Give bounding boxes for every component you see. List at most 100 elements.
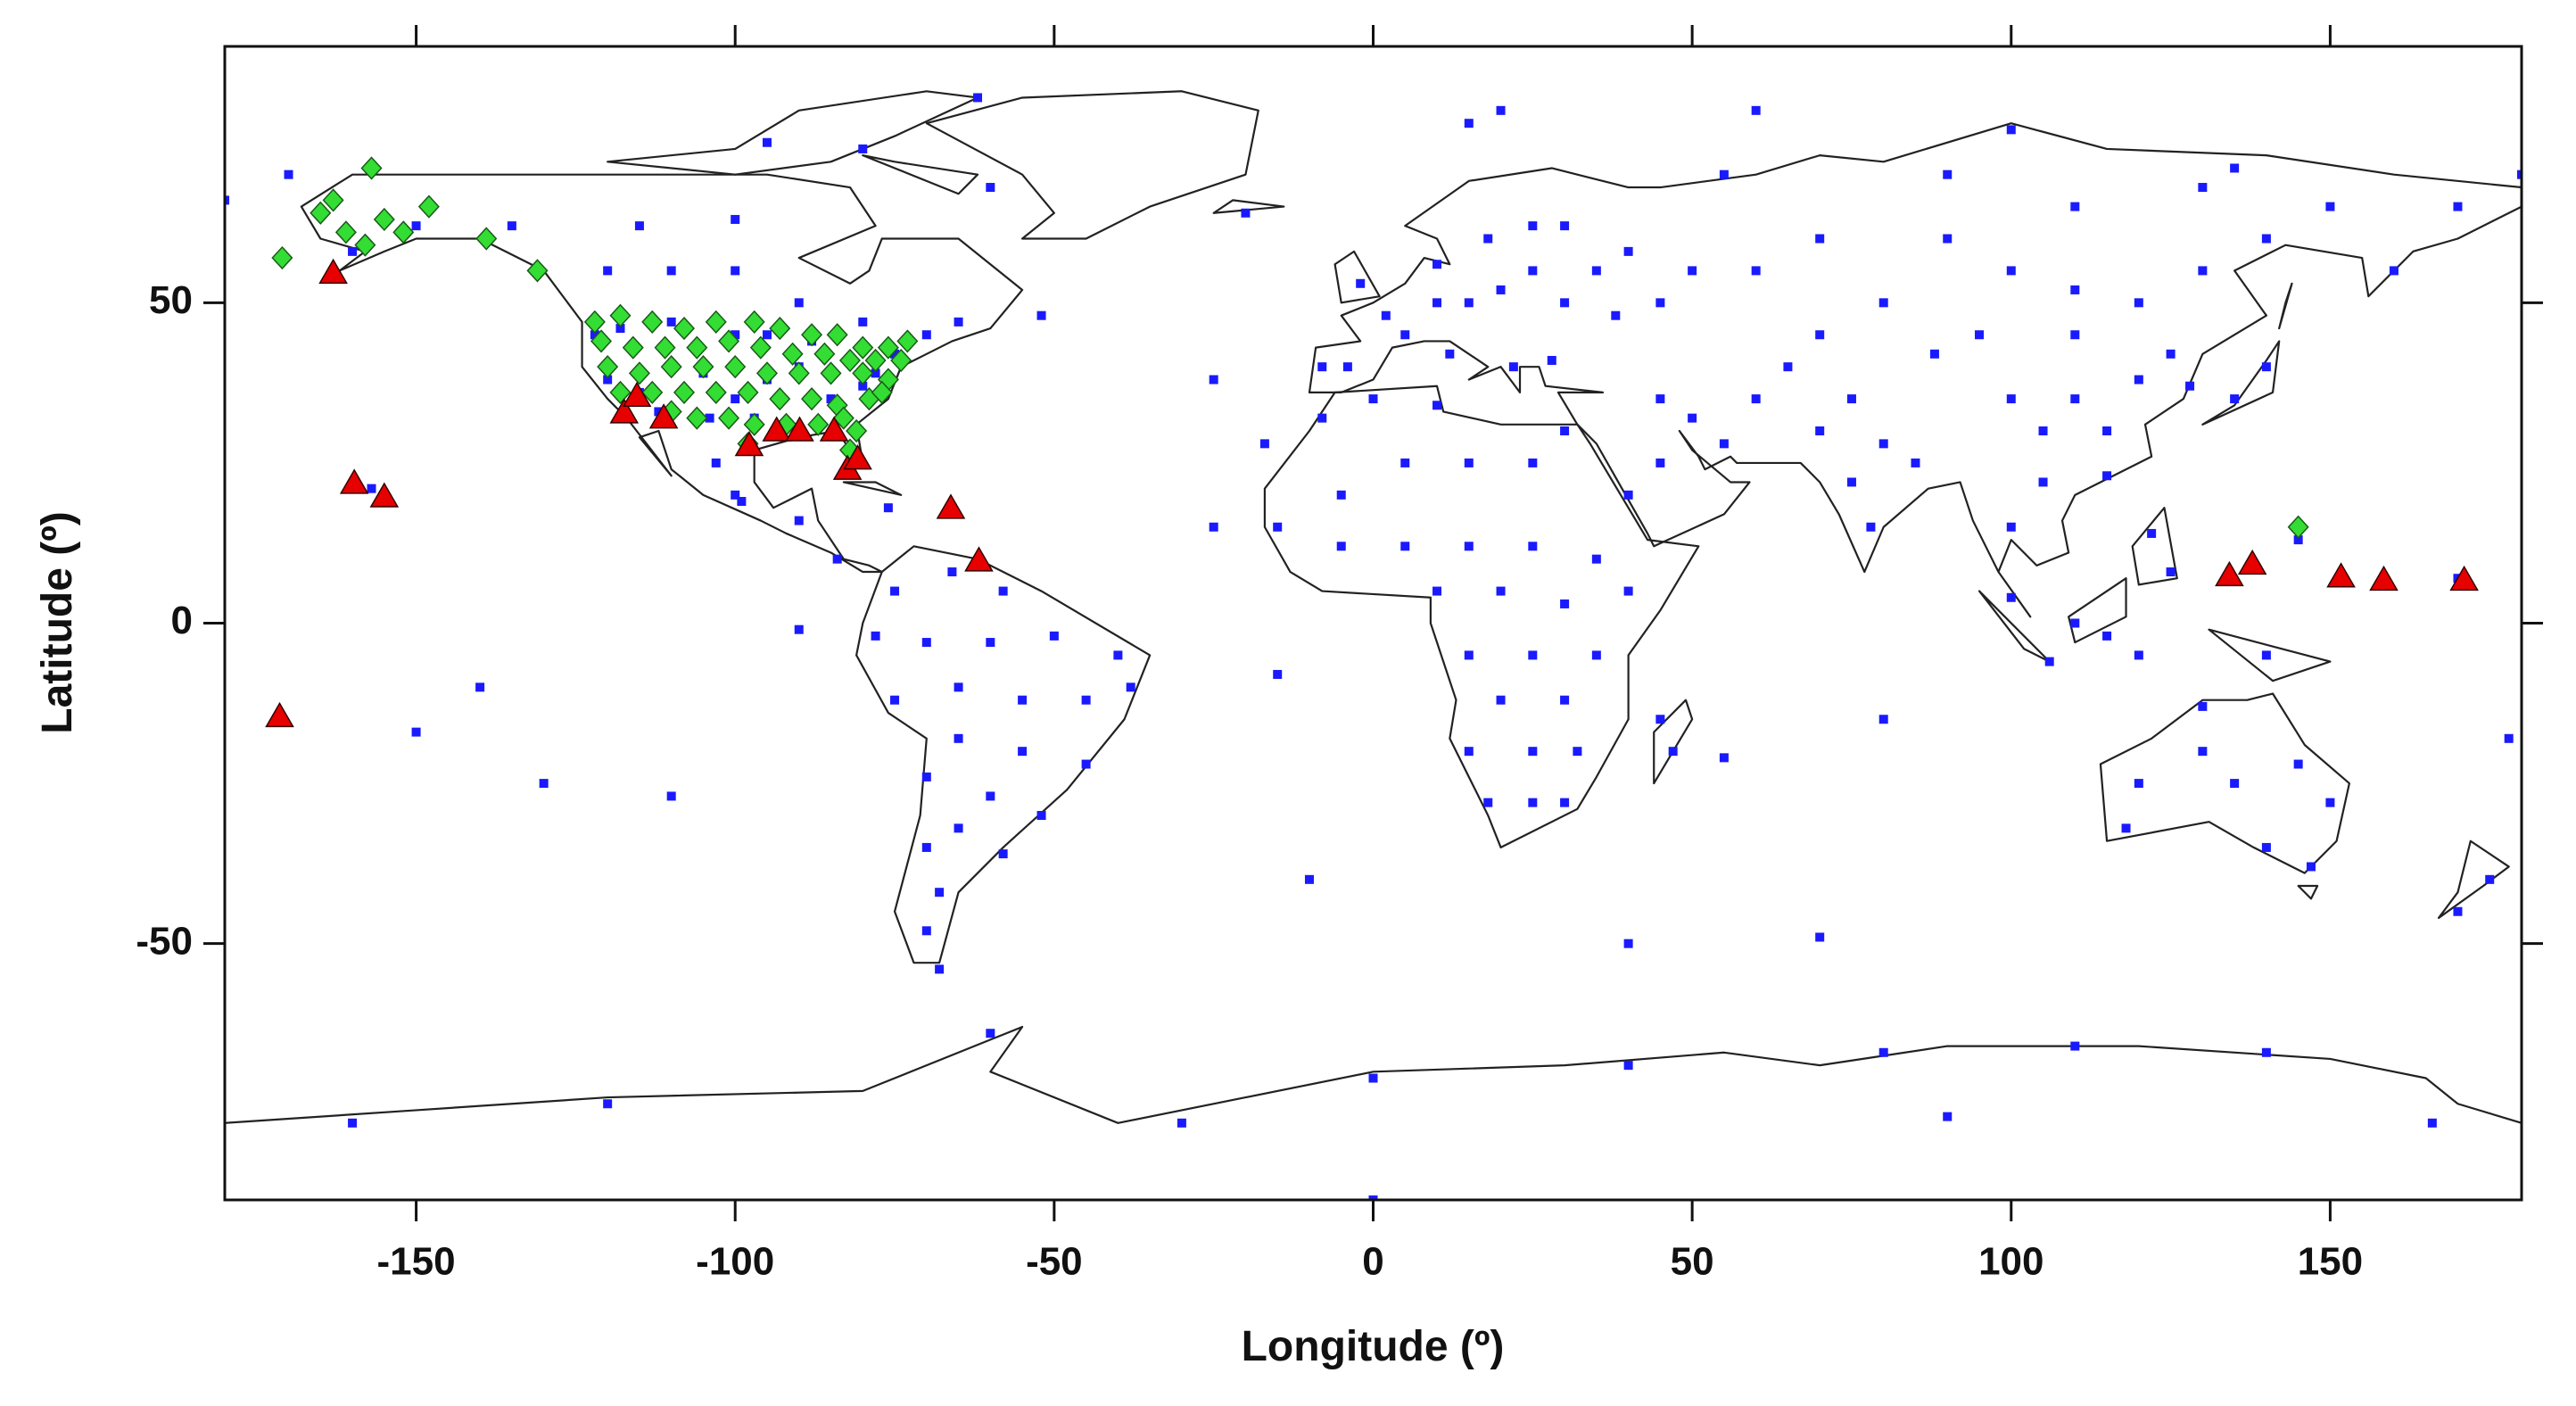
station-diamond <box>769 386 791 411</box>
station-point <box>794 516 804 525</box>
station-point <box>1273 522 1283 532</box>
station-point <box>1878 439 1888 449</box>
station-point <box>2325 798 2335 807</box>
station-triangle <box>609 398 640 424</box>
station-diamond <box>354 233 376 257</box>
station-diamond <box>673 316 696 341</box>
station-point <box>2121 823 2131 833</box>
station-point <box>2427 1118 2437 1128</box>
station-point <box>1445 349 1455 359</box>
station-point <box>2038 426 2048 435</box>
station-point <box>921 842 931 852</box>
y-tick-label: 50 <box>149 278 193 322</box>
station-point <box>2070 1041 2080 1051</box>
station-triangle <box>369 482 400 508</box>
station-point <box>858 381 868 391</box>
station-point <box>1508 362 1518 372</box>
station-point <box>1496 586 1506 596</box>
station-point <box>2038 477 2048 487</box>
station-point <box>2070 330 2080 340</box>
antarctica <box>225 1027 2522 1123</box>
station-point <box>1719 753 1729 763</box>
station-point <box>1719 170 1729 179</box>
station-point <box>2261 362 2271 372</box>
station-point <box>1560 599 1570 608</box>
station-point <box>832 554 842 564</box>
station-diamond <box>871 380 893 405</box>
station-point <box>1400 542 1410 551</box>
station-point <box>1815 932 1825 942</box>
station-triangle <box>964 546 994 572</box>
x-tick-label: 50 <box>1671 1240 1714 1284</box>
station-point <box>1611 310 1621 320</box>
station-diamond <box>686 406 708 430</box>
plot-frame <box>223 45 2523 1202</box>
x-tick-label: 150 <box>2298 1240 2363 1284</box>
station-point <box>1209 522 1218 532</box>
station-point <box>1432 586 1442 596</box>
station-diamond <box>852 335 874 360</box>
station-point <box>590 330 599 340</box>
station-diamond <box>820 361 842 385</box>
station-diamond <box>801 323 823 347</box>
station-point <box>1113 650 1123 660</box>
station-point <box>1623 490 1633 500</box>
station-point <box>411 727 421 737</box>
station-point <box>998 586 1008 596</box>
station-point <box>654 407 664 417</box>
station-point <box>1432 260 1442 269</box>
station-point <box>1464 298 1474 308</box>
station-point <box>705 413 714 423</box>
station-diamond <box>609 303 632 327</box>
station-diamond <box>826 323 848 347</box>
station-point <box>1464 650 1474 660</box>
station-point <box>1751 266 1761 276</box>
station-diamond <box>749 335 772 360</box>
station-point <box>1036 811 1046 820</box>
station-point <box>348 246 358 256</box>
station-point <box>794 624 804 634</box>
station-point <box>2453 906 2463 916</box>
station-point <box>731 490 740 500</box>
station-point <box>1688 413 1697 423</box>
station-diamond <box>724 355 747 379</box>
station-point <box>1591 266 1601 276</box>
station-point <box>871 368 880 378</box>
station-point <box>1018 695 1028 705</box>
station-point <box>1668 747 1678 757</box>
station-diamond <box>896 329 919 353</box>
station-point <box>1623 586 1633 596</box>
station-point <box>883 503 893 513</box>
station-diamond <box>641 310 664 334</box>
station-point <box>737 497 747 507</box>
station-point <box>1591 650 1601 660</box>
station-diamond <box>322 188 344 212</box>
station-point <box>2070 285 2080 294</box>
station-point <box>954 682 963 692</box>
station-point <box>1688 266 1697 276</box>
station-point <box>2261 1047 2271 1057</box>
station-diamond <box>660 355 682 379</box>
station-point <box>1126 682 1135 692</box>
station-point <box>2070 618 2080 628</box>
station-point <box>935 964 945 974</box>
north-america <box>301 175 1022 572</box>
station-point <box>2134 779 2143 789</box>
station-diamond <box>718 329 740 353</box>
station-point <box>2198 701 2208 711</box>
station-point <box>731 330 740 340</box>
station-point <box>2230 394 2240 404</box>
station-point <box>1483 798 1493 807</box>
station-point <box>1943 170 1953 179</box>
station-point <box>2102 471 2112 481</box>
station-diamond <box>641 380 664 405</box>
station-point <box>1317 362 1327 372</box>
station-point <box>1719 439 1729 449</box>
station-point <box>2325 202 2335 211</box>
station-diamond <box>781 342 804 366</box>
station-point <box>794 298 804 308</box>
station-point <box>986 638 995 648</box>
station-point <box>731 266 740 276</box>
y-tick-label: -50 <box>136 919 193 963</box>
station-diamond <box>373 207 395 232</box>
